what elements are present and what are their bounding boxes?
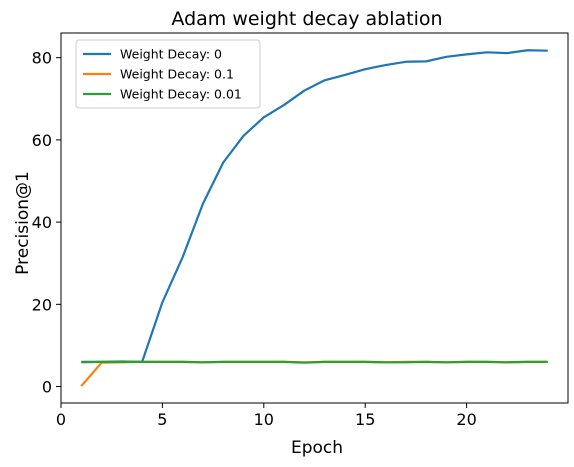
x-axis-label: Epoch xyxy=(291,438,343,458)
x-tick-label: 20 xyxy=(456,410,476,429)
series-line xyxy=(80,360,548,387)
y-axis-label: Precision@1 xyxy=(13,171,33,275)
legend: Weight Decay: 0 Weight Decay: 0.1 Weight D… xyxy=(75,39,261,109)
y-tick-label: 0 xyxy=(42,378,52,397)
legend-box xyxy=(75,39,261,109)
series-line xyxy=(81,360,548,364)
legend-label: Weight Decay: 0.1 xyxy=(120,67,234,82)
y-tick-label: 60 xyxy=(32,131,52,150)
y-tick-label: 80 xyxy=(32,49,52,68)
x-axis: 0 5 10 15 20 xyxy=(56,403,477,429)
legend-label: Weight Decay: 0 xyxy=(120,47,222,62)
series-line xyxy=(81,49,548,363)
y-axis: 0 20 40 60 80 xyxy=(32,49,61,397)
chart-title: Adam weight decay ablation xyxy=(171,8,442,30)
x-tick-label: 5 xyxy=(157,410,167,429)
legend-label: Weight Decay: 0.01 xyxy=(120,87,242,102)
x-tick-label: 0 xyxy=(56,410,66,429)
x-tick-label: 10 xyxy=(254,410,274,429)
y-tick-label: 20 xyxy=(32,295,52,314)
plot-area xyxy=(80,49,548,387)
y-tick-label: 40 xyxy=(32,213,52,232)
plot-frame xyxy=(60,32,569,404)
x-tick-label: 15 xyxy=(355,410,375,429)
